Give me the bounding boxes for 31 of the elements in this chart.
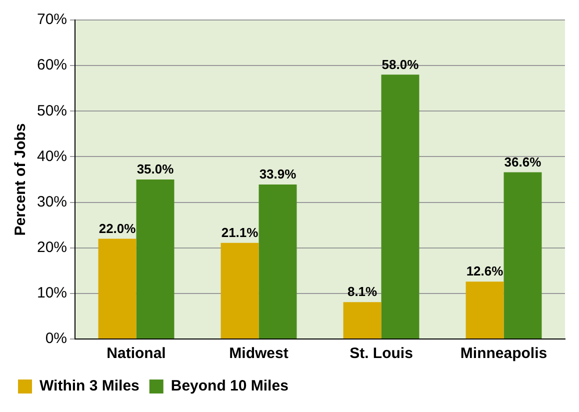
data-label: 58.0% [382,56,420,72]
data-label: 12.6% [466,264,504,279]
y-tick-label: 30% [36,193,68,210]
bar [258,184,297,338]
data-label: 21.1% [221,224,259,240]
y-tick-label: 0% [45,330,68,348]
bar [98,238,136,338]
y-tick-label: 10% [36,284,68,302]
bar [136,180,174,338]
data-label: 35.0% [136,162,174,177]
y-axis-title: Percent of Jobs [12,123,30,236]
x-tick-label: Minneapolis [460,345,548,362]
bar [220,242,259,338]
y-tick-label: 50% [36,102,68,120]
x-tick-label: Midwest [229,345,288,362]
x-tick-label: St. Louis [350,345,413,362]
bar [504,172,542,338]
y-tick-label: 20% [36,239,68,256]
legend-label: Within 3 Miles [40,378,140,395]
data-label: 22.0% [98,220,136,236]
y-tick-label: 40% [36,148,68,165]
bar [381,74,420,338]
data-label: 33.9% [259,166,297,182]
data-label: 8.1% [347,284,378,300]
data-label: 36.6% [504,154,542,170]
y-tick-label: 70% [36,11,68,28]
y-tick-label: 60% [36,56,68,74]
x-tick-label: National [106,345,166,362]
bar [466,282,504,338]
legend-label: Beyond 10 Miles [170,378,288,395]
bar [343,302,382,338]
